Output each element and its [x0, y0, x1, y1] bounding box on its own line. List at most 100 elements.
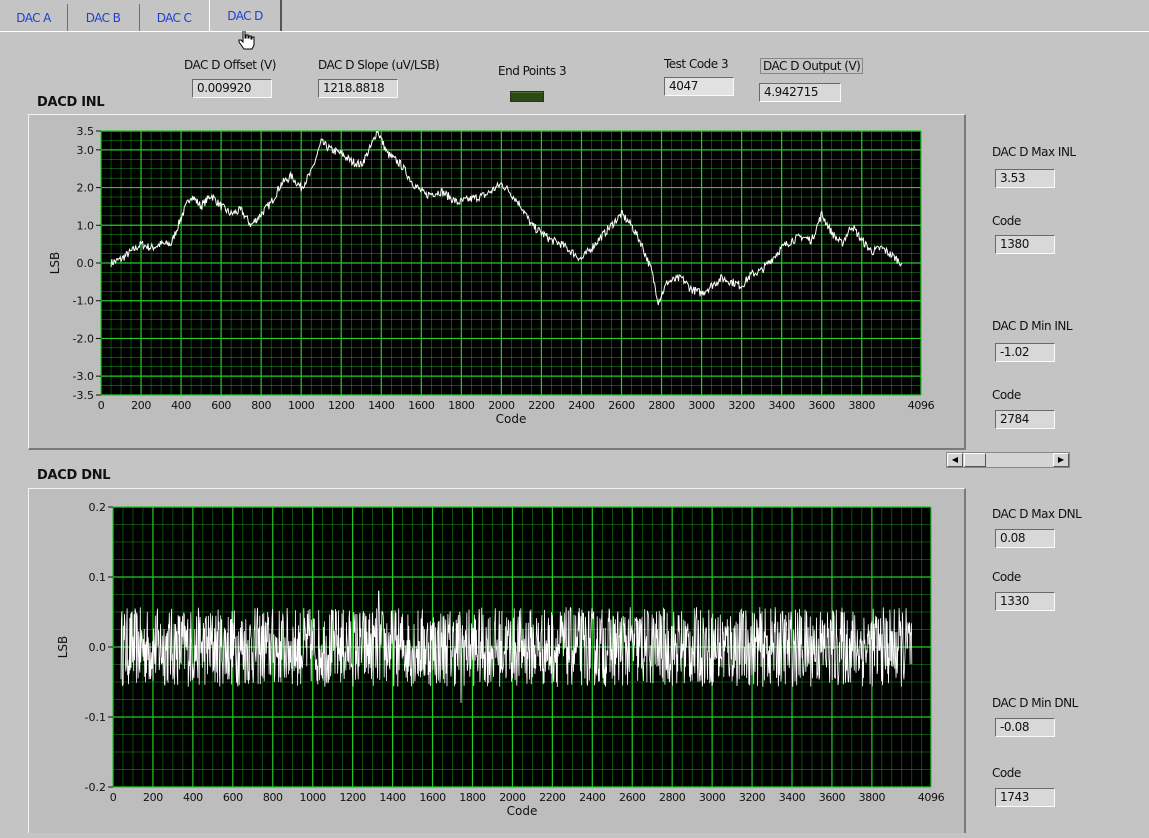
y-tick-label: 3.5: [77, 125, 95, 138]
x-tick-label: 1200: [339, 791, 366, 804]
dnl-max-display: 0.08: [995, 529, 1055, 548]
x-tick-label: 200: [143, 791, 163, 804]
y-tick-label: 0.1: [89, 571, 107, 584]
x-tick-label: 2000: [488, 399, 515, 412]
x-tick-label: 1600: [419, 791, 446, 804]
x-tick-label: 3200: [728, 399, 755, 412]
x-tick-label: 0: [98, 399, 105, 412]
dnl-max-label: DAC D Max DNL: [992, 507, 1082, 521]
x-tick-label: 1800: [459, 791, 486, 804]
y-tick-label: 3.0: [77, 144, 95, 157]
x-tick-label: 4096: [908, 399, 935, 412]
x-tick-label: 3000: [688, 399, 715, 412]
dnl-min-code-display: 1743: [995, 788, 1055, 807]
y-tick-label: -3.0: [73, 370, 94, 383]
x-tick-label: 3400: [768, 399, 795, 412]
y-tick-label: 0.2: [89, 501, 107, 514]
y-axis-label: LSB: [56, 636, 70, 659]
endpoints-label: End Points 3: [498, 64, 567, 78]
tab-dac-a[interactable]: DAC A: [0, 4, 68, 31]
x-tick-label: 3800: [849, 399, 876, 412]
endpoints-led-indicator: [510, 91, 544, 102]
x-tick-label: 3600: [809, 399, 836, 412]
dnl-title: DACD DNL: [37, 468, 111, 483]
y-axis-label: LSB: [48, 252, 62, 275]
dnl-graph-panel: 0 200 400 600 800 1000 1200 1400 1600 1800 2000 220…: [28, 488, 966, 833]
x-tick-label: 1400: [368, 399, 395, 412]
inl-max-display: 3.53: [995, 169, 1055, 188]
x-tick-label: 2000: [499, 791, 526, 804]
x-tick-label: 800: [251, 399, 271, 412]
x-tick-label: 0: [110, 791, 117, 804]
x-tick-label: 400: [171, 399, 191, 412]
y-tick-label: -2.0: [73, 332, 94, 345]
dnl-chart: 0 200 400 600 800 1000 1200 1400 1600 1800 2000 220…: [56, 501, 945, 818]
y-tick-label: -3.5: [73, 389, 94, 402]
x-tick-label: 1000: [300, 791, 327, 804]
x-tick-label: 1000: [288, 399, 315, 412]
x-tick-label: 2400: [579, 791, 606, 804]
inl-chart: 0 200 400 600 800 1000 1200 1400 1600 1800 2000 220…: [48, 125, 935, 426]
inl-min-label: DAC D Min INL: [992, 319, 1073, 333]
inl-graph-panel: 0 200 400 600 800 1000 1200 1400 1600 1800 2000 220…: [28, 114, 966, 450]
x-tick-label: 600: [223, 791, 243, 804]
x-tick-label: 200: [131, 399, 151, 412]
x-tick-label: 3000: [699, 791, 726, 804]
tab-dac-b[interactable]: DAC B: [67, 4, 140, 31]
inl-series-line: [110, 131, 903, 306]
x-tick-label: 2200: [539, 791, 566, 804]
inl-max-code-display: 1380: [995, 235, 1055, 254]
tab-dac-c[interactable]: DAC C: [139, 4, 209, 31]
y-tick-label: 0.0: [89, 641, 107, 654]
x-tick-label: 2600: [619, 791, 646, 804]
x-tick-label: 2600: [608, 399, 635, 412]
offset-display: 0.009920: [192, 79, 272, 98]
scroll-right-icon[interactable]: ▶: [1053, 453, 1069, 467]
x-tick-label: 2800: [648, 399, 675, 412]
x-tick-label: 1800: [448, 399, 475, 412]
slope-label: DAC D Slope (uV/LSB): [318, 58, 440, 72]
x-tick-label: 1400: [379, 791, 406, 804]
inl-max-label: DAC D Max INL: [992, 145, 1076, 159]
y-tick-label: 1.0: [77, 219, 95, 232]
tab-label: DAC D: [227, 8, 263, 23]
output-display: 4.942715: [759, 83, 841, 102]
y-tick-label: 0.0: [77, 257, 95, 270]
x-tick-label: 4096: [918, 791, 945, 804]
x-tick-label: 2400: [568, 399, 595, 412]
inl-min-code-label: Code: [992, 388, 1021, 402]
x-tick-label: 2200: [528, 399, 555, 412]
inl-scrollbar[interactable]: ◀ ▶: [946, 452, 1070, 468]
x-tick-label: 2800: [659, 791, 686, 804]
x-tick-label: 3200: [739, 791, 766, 804]
x-tick-label: 1200: [328, 399, 355, 412]
x-tick-label: 3800: [859, 791, 886, 804]
y-tick-label: -0.2: [85, 781, 106, 794]
inl-min-code-display: 2784: [995, 410, 1055, 429]
inl-title: DACD INL: [37, 95, 105, 110]
offset-label: DAC D Offset (V): [184, 58, 276, 72]
scroll-left-icon[interactable]: ◀: [947, 453, 963, 467]
dnl-series-line: [120, 590, 913, 704]
x-axis-label: Code: [496, 412, 527, 426]
x-tick-label: 3600: [819, 791, 846, 804]
tab-divider: [0, 31, 1149, 32]
dnl-max-code-display: 1330: [995, 592, 1055, 611]
dnl-max-code-label: Code: [992, 570, 1021, 584]
y-tick-label: -1.0: [73, 295, 94, 308]
inl-max-code-label: Code: [992, 214, 1021, 228]
x-tick-label: 600: [211, 399, 231, 412]
x-tick-label: 1600: [408, 399, 435, 412]
tab-label: DAC A: [16, 10, 51, 25]
tab-dac-d[interactable]: DAC D: [209, 0, 282, 31]
y-tick-label: -0.1: [85, 711, 106, 724]
dnl-min-code-label: Code: [992, 766, 1021, 780]
scroll-thumb[interactable]: [964, 453, 986, 467]
hand-cursor-icon: [238, 28, 255, 50]
tab-label: DAC C: [156, 10, 192, 25]
output-label: DAC D Output (V): [760, 58, 864, 74]
inl-min-display: -1.02: [995, 343, 1055, 362]
testcode-input[interactable]: 4047: [664, 77, 734, 96]
x-tick-label: 400: [183, 791, 203, 804]
y-tick-label: 2.0: [77, 182, 95, 195]
